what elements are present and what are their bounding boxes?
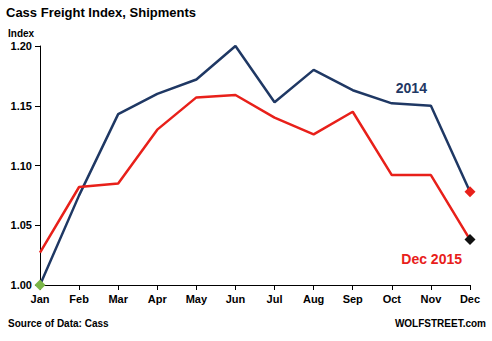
svg-text:1.20: 1.20 [11,40,32,52]
svg-text:Dec: Dec [460,293,480,305]
svg-text:WOLFSTREET.com: WOLFSTREET.com [395,318,486,329]
svg-text:Mar: Mar [108,293,128,305]
svg-text:Oct: Oct [383,293,402,305]
svg-text:Index: Index [8,28,35,39]
svg-text:Aug: Aug [303,293,324,305]
svg-text:Jan: Jan [31,293,50,305]
svg-text:1.15: 1.15 [11,100,32,112]
svg-text:Jun: Jun [226,293,246,305]
svg-text:2014: 2014 [396,80,427,96]
svg-text:1.05: 1.05 [11,219,32,231]
svg-text:1.00: 1.00 [11,279,32,291]
svg-text:Nov: Nov [421,293,443,305]
svg-text:1.10: 1.10 [11,160,32,172]
svg-text:Jul: Jul [267,293,283,305]
svg-text:Sep: Sep [343,293,363,305]
svg-text:Dec 2015: Dec 2015 [401,251,462,267]
svg-text:Source of Data: Cass: Source of Data: Cass [8,318,109,329]
svg-text:May: May [186,293,208,305]
svg-text:Feb: Feb [69,293,89,305]
svg-text:Cass Freight Index, Shipments: Cass Freight Index, Shipments [6,5,196,20]
svg-text:Apr: Apr [148,293,168,305]
